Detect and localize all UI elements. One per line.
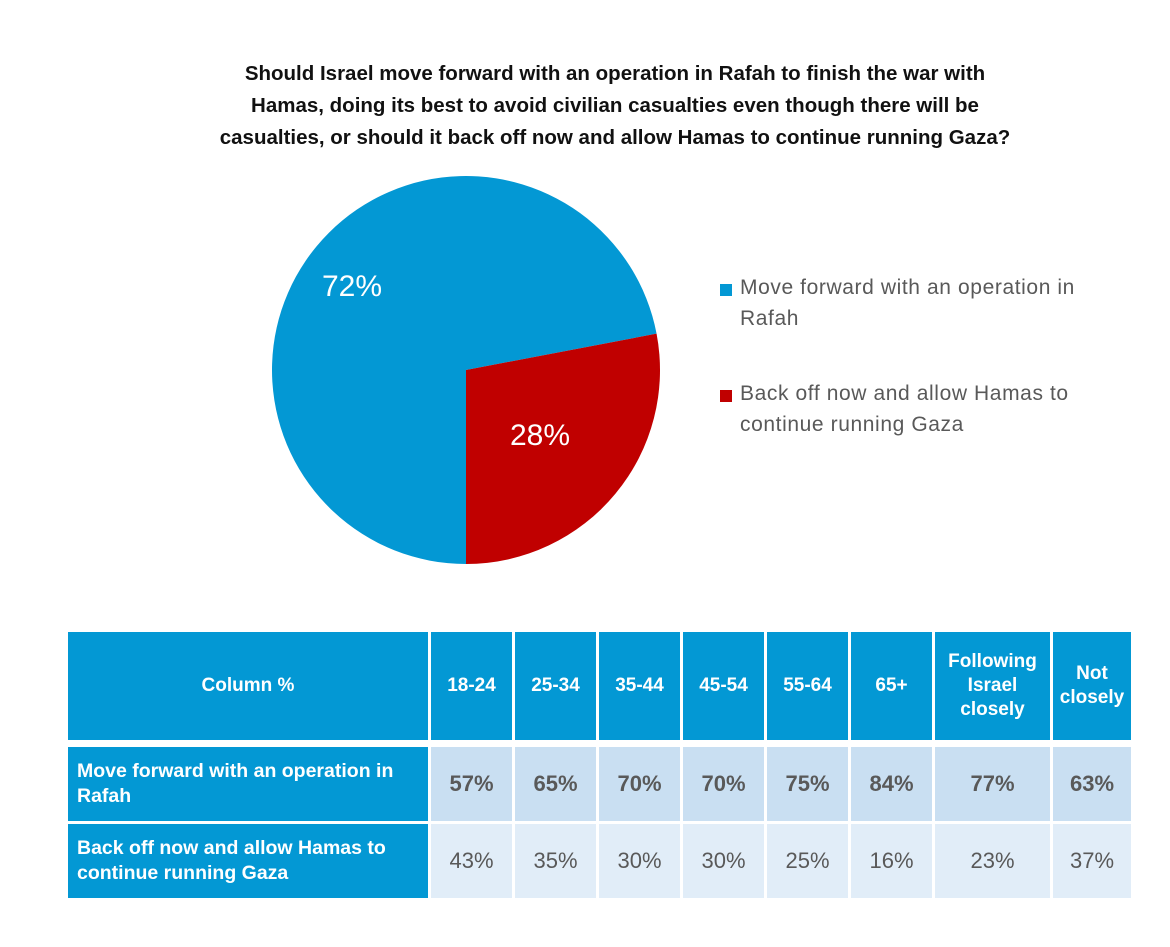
pie-slice-back-off: [466, 333, 660, 564]
cell-move-forward-65-plus: 84%: [851, 747, 932, 824]
legend-item-back-off: Back off now and allow Hamas to continue…: [720, 378, 1150, 440]
col-header-35-44: 35-44: [599, 632, 680, 740]
row-label-move-forward: Move forward with an operation in Rafah: [68, 747, 428, 824]
table-row-back-off: Back off now and allow Hamas to continue…: [68, 824, 1131, 898]
cell-back-off-18-24: 43%: [431, 824, 512, 898]
pie-data-label-move-forward: 72%: [322, 270, 382, 303]
cell-move-forward-not-closely: 63%: [1053, 747, 1131, 824]
chart-title-line-1: Should Israel move forward with an opera…: [244, 62, 986, 85]
cell-back-off-65-plus: 16%: [851, 824, 932, 898]
col-header-65-plus: 65+: [851, 632, 932, 740]
legend-item-move-forward: Move forward with an operation in Rafah: [720, 272, 1150, 334]
cell-move-forward-25-34: 65%: [515, 747, 596, 824]
cell-back-off-following-closely: 23%: [935, 824, 1050, 898]
col-header-45-54: 45-54: [683, 632, 764, 740]
table-row-move-forward: Move forward with an operation in Rafah …: [68, 747, 1131, 824]
row-label-back-off: Back off now and allow Hamas to continue…: [68, 824, 428, 898]
cell-move-forward-55-64: 75%: [767, 747, 848, 824]
col-header-following-closely: Following Israel closely: [935, 632, 1050, 740]
legend: Move forward with an operation in Rafah …: [720, 272, 1150, 484]
cell-move-forward-following-closely: 77%: [935, 747, 1050, 824]
cell-back-off-35-44: 30%: [599, 824, 680, 898]
legend-label-move-forward: Move forward with an operation in Rafah: [740, 276, 1075, 330]
chart-title-line-2: Hamas, doing its best to avoid civilian …: [251, 94, 979, 117]
col-header-25-34: 25-34: [515, 632, 596, 740]
legend-swatch-back-off: [720, 390, 732, 402]
cell-back-off-25-34: 35%: [515, 824, 596, 898]
pie-slice-move-forward: [271, 175, 657, 565]
pie-chart: 72% 28%: [271, 175, 660, 565]
legend-swatch-move-forward: [720, 284, 732, 296]
table-header-row: Column % 18-24 25-34 35-44 45-54 55-64 6…: [68, 632, 1131, 740]
pie-data-label-back-off: 28%: [510, 419, 570, 452]
cell-move-forward-35-44: 70%: [599, 747, 680, 824]
cell-back-off-55-64: 25%: [767, 824, 848, 898]
cell-back-off-45-54: 30%: [683, 824, 764, 898]
chart-title: Should Israel move forward with an opera…: [150, 58, 1080, 154]
corner-header: Column %: [68, 632, 428, 740]
col-header-55-64: 55-64: [767, 632, 848, 740]
col-header-not-closely: Not closely: [1053, 632, 1131, 740]
cell-move-forward-18-24: 57%: [431, 747, 512, 824]
crosstab-table: Column % 18-24 25-34 35-44 45-54 55-64 6…: [68, 632, 1134, 898]
col-header-18-24: 18-24: [431, 632, 512, 740]
legend-label-back-off: Back off now and allow Hamas to continue…: [740, 382, 1069, 436]
cell-back-off-not-closely: 37%: [1053, 824, 1131, 898]
chart-title-line-3: casualties, or should it back off now an…: [219, 126, 1011, 149]
cell-move-forward-45-54: 70%: [683, 747, 764, 824]
